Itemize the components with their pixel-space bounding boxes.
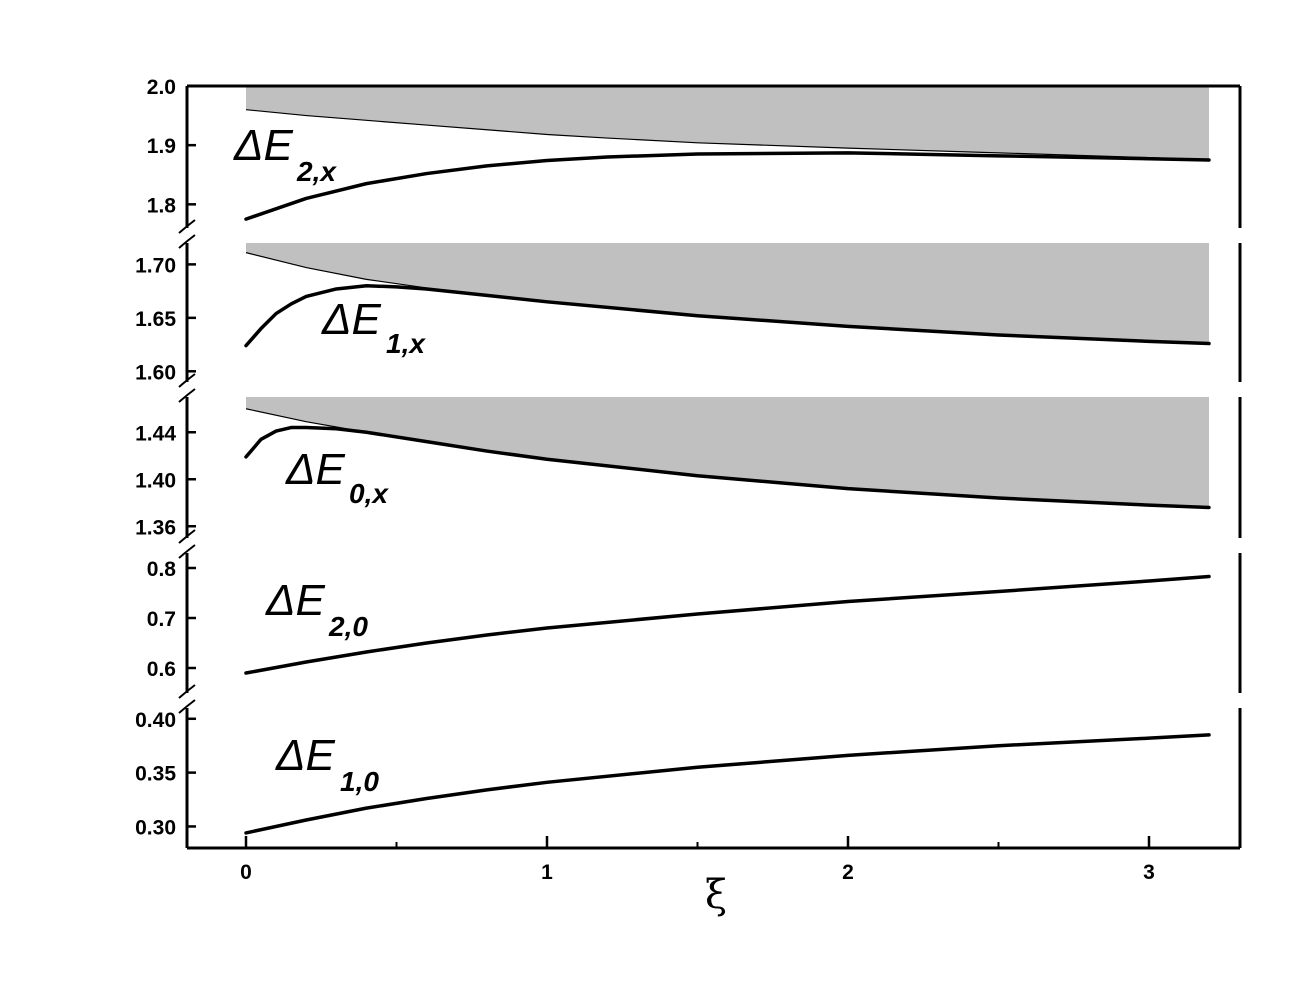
continuum-edge-p2x [245, 109, 1210, 161]
y-tick-label-p1x-1: 1.65 [135, 308, 176, 331]
series-label-sub-p0x: 0,x [349, 478, 389, 509]
series-label-p10: ΔE [275, 731, 336, 780]
y-tick-label-p1x-0: 1.60 [135, 361, 176, 384]
y-tick-label-p2x-0: 1.8 [147, 194, 177, 217]
series-line-p10 [244, 733, 1211, 835]
x-tick-label-3: 3 [1143, 861, 1155, 884]
series-label-sub-p1x: 1,x [386, 328, 426, 359]
series-label-p20: ΔE [265, 576, 326, 625]
series-label-p2x: ΔE [233, 121, 294, 170]
y-tick-label-p10-1: 0.35 [135, 763, 176, 786]
continuum-region-p1x [246, 243, 1209, 344]
y-tick-label-p20-2: 0.8 [147, 558, 177, 581]
series-label-sub-p2x: 2,x [296, 156, 337, 187]
y-tick-label-p2x-1: 1.9 [147, 135, 176, 158]
x-tick-label-2: 2 [842, 861, 854, 884]
series-label-sub-p10: 1,0 [340, 766, 379, 797]
y-tick-label-p20-0: 0.6 [147, 658, 176, 681]
axis-break-mark [178, 529, 196, 544]
series-label-sub-p20: 2,0 [328, 611, 368, 642]
axis-break-mark [178, 388, 196, 403]
series-lines [244, 109, 1211, 835]
continuum-region-p0x [246, 397, 1209, 508]
series-line-p20 [244, 574, 1211, 675]
continuum-region-p2x [246, 86, 1209, 160]
y-tick-label-p0x-1: 1.40 [135, 469, 176, 492]
axis-break-mark [178, 699, 196, 714]
y-tick-label-p0x-2: 1.44 [135, 422, 176, 445]
axis-break-mark [178, 684, 196, 699]
axis-break-mark [178, 234, 196, 249]
series-line-p0x [244, 425, 1211, 510]
series-label-p1x: ΔE [321, 295, 382, 344]
axis-ticks: 1.8 1.9 2.0 1.60 1.65 1.70 1.36 1.40 1.44 0.6 0.7 0… [135, 76, 1155, 884]
y-tick-label-p20-1: 0.7 [147, 608, 176, 631]
continuum-fills [246, 86, 1209, 508]
y-tick-label-p1x-2: 1.70 [135, 254, 176, 277]
y-tick-label-p10-0: 0.30 [135, 816, 176, 839]
y-tick-label-p0x-0: 1.36 [135, 516, 176, 539]
axis-break-mark [178, 373, 196, 388]
y-tick-label-p2x-2: 2.0 [147, 76, 176, 99]
x-tick-label-0: 0 [240, 861, 252, 884]
axis-break-mark [178, 544, 196, 559]
series-label-p0x: ΔE [285, 445, 346, 494]
y-tick-label-p10-2: 0.40 [135, 709, 176, 732]
x-axis-label: ξ [705, 872, 727, 918]
series-line-p1x [244, 284, 1211, 348]
series-line-p2x [244, 151, 1211, 221]
axis-break-mark [178, 219, 196, 234]
x-tick-label-1: 1 [541, 861, 553, 884]
